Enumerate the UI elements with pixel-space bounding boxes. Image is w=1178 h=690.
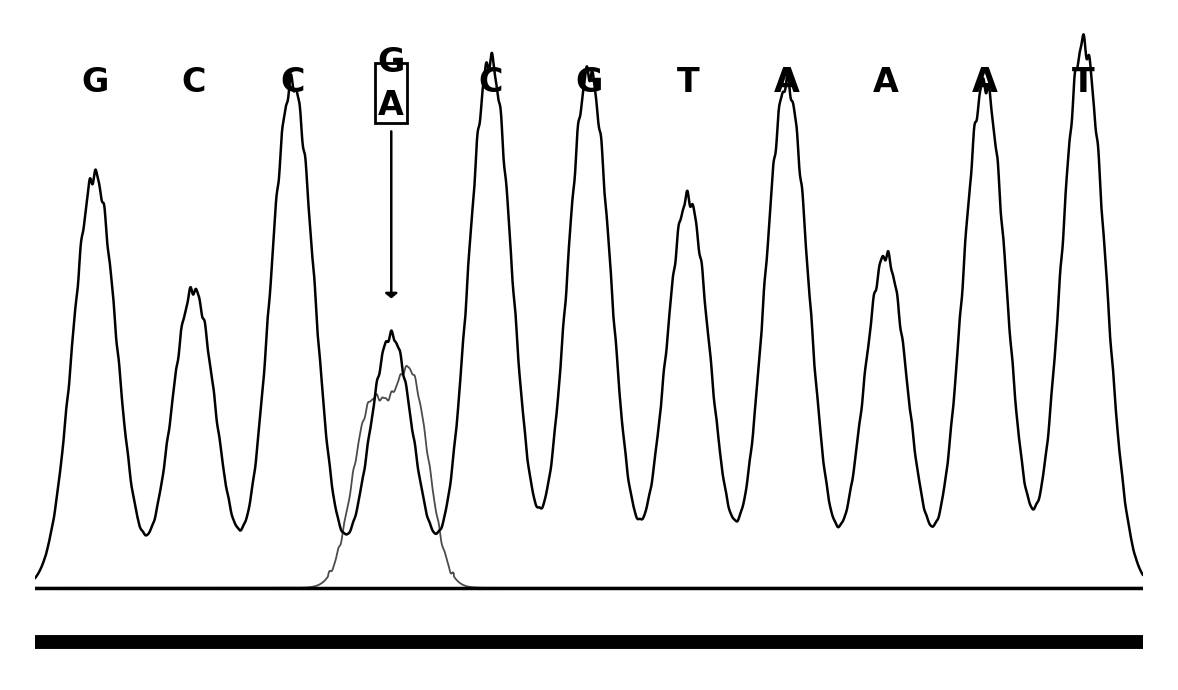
Bar (376, 63, 408, 123)
Text: T: T (676, 66, 700, 99)
Text: C: C (280, 66, 305, 99)
Text: G: G (378, 46, 405, 79)
Text: A: A (774, 66, 800, 99)
Text: A: A (972, 66, 998, 99)
Text: A: A (873, 66, 899, 99)
Text: A: A (378, 89, 404, 122)
Text: G: G (81, 66, 108, 99)
Text: C: C (478, 66, 502, 99)
Text: G: G (575, 66, 603, 99)
Text: C: C (181, 66, 206, 99)
Text: T: T (1072, 66, 1094, 99)
